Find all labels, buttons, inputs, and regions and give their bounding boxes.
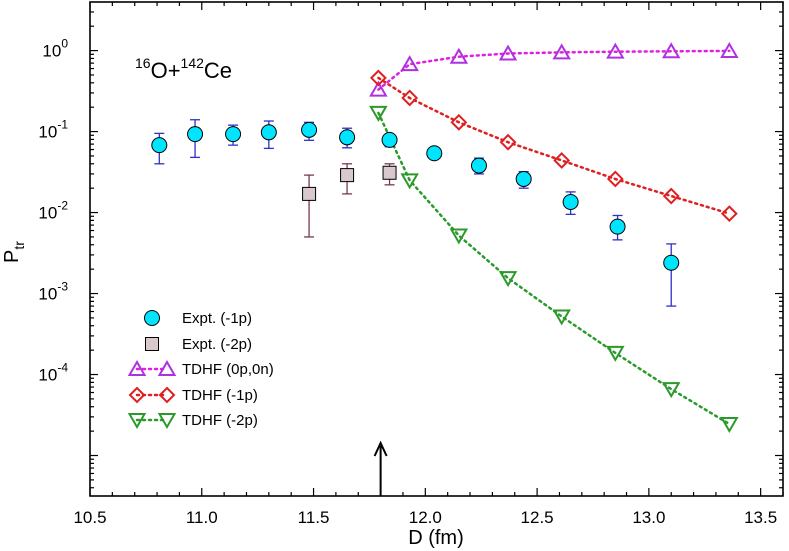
data-point <box>470 157 487 174</box>
series-line <box>377 111 731 426</box>
legend-marker <box>128 386 146 404</box>
data-point <box>499 133 517 151</box>
data-point <box>400 55 419 72</box>
data-point <box>381 131 398 148</box>
data-point <box>369 80 388 97</box>
x-tick-labels: 10.5 11.0 11.5 12.0 12.5 13.0 13.5 <box>73 508 777 527</box>
data-point <box>720 416 739 433</box>
data-point <box>562 194 579 211</box>
y-tick-base: 10 <box>38 204 57 223</box>
x-tick-label: 10.5 <box>73 508 106 527</box>
data-point <box>302 186 317 201</box>
y-tick-base: 10 <box>38 285 57 304</box>
title-symbol-a: O+ <box>151 58 181 83</box>
data-point <box>552 43 571 60</box>
legend-marker <box>127 359 147 376</box>
title-mass-a: 16 <box>135 55 151 71</box>
data-point <box>426 145 443 162</box>
series-line <box>377 49 731 91</box>
y-tick-exponent: -3 <box>57 280 68 294</box>
data-point <box>662 187 680 205</box>
legend-label: Expt. (-1p) <box>182 310 252 327</box>
data-point <box>260 124 277 141</box>
data-point <box>339 129 356 146</box>
data-point <box>661 382 681 399</box>
data-point <box>450 113 468 131</box>
data-point <box>225 126 242 143</box>
legend-marker <box>144 310 160 326</box>
data-point <box>663 254 680 271</box>
data-point <box>340 168 355 183</box>
legend-label: TDHF (-2p) <box>182 412 258 429</box>
series-line <box>377 76 731 215</box>
y-tick-exponent: -1 <box>57 118 68 132</box>
data-point <box>151 137 168 154</box>
y-tick-label: 10-3 <box>38 280 68 304</box>
arrow-head <box>373 440 388 457</box>
data-point <box>449 47 469 64</box>
data-point <box>369 105 388 122</box>
y-tick-exponent: -2 <box>57 199 68 213</box>
legend-marker <box>145 337 159 351</box>
data-point <box>606 42 625 59</box>
series-lines <box>377 49 731 426</box>
plot-frame <box>89 1 784 497</box>
data-point <box>552 309 571 326</box>
y-tick-base: 10 <box>38 366 57 385</box>
y-axis-title-main: P <box>1 250 23 263</box>
error-bars <box>154 119 677 307</box>
y-axis-title-sub: tr <box>11 241 27 250</box>
data-point <box>553 152 571 169</box>
reference-arrow <box>373 440 388 496</box>
y-tick-label: 10-1 <box>38 118 68 142</box>
x-tick-label: 12.5 <box>521 508 554 527</box>
y-tick-label: 10-2 <box>38 199 68 223</box>
data-point <box>515 170 532 187</box>
data-point <box>606 345 625 362</box>
data-point <box>382 165 397 180</box>
legend-label: TDHF (-1p) <box>182 387 258 404</box>
x-tick-label: 11.5 <box>298 508 330 527</box>
data-point <box>720 41 739 58</box>
data-point <box>609 218 626 235</box>
y-tick-base: 10 <box>42 42 61 61</box>
x-tick-label: 12.0 <box>409 508 442 527</box>
y-tick-exponent: -4 <box>57 361 68 375</box>
data-point <box>187 126 204 143</box>
series-markers <box>151 41 739 433</box>
legend-marker <box>157 413 177 430</box>
data-point <box>661 42 681 59</box>
title-symbol-b: Ce <box>204 58 232 83</box>
data-point <box>606 170 624 188</box>
data-point <box>720 205 738 223</box>
y-tick-base: 10 <box>38 123 57 142</box>
x-tick-label: 13.0 <box>632 508 665 527</box>
y-tick-label: 10-4 <box>38 361 68 385</box>
legend-marker <box>157 359 177 376</box>
y-axis-title: Ptr <box>1 241 27 263</box>
legend-marker <box>158 386 176 404</box>
legend-label: TDHF (0p,0n) <box>182 361 274 378</box>
title-mass-b: 142 <box>181 55 205 71</box>
data-point <box>498 271 518 288</box>
legend: Expt. (-1p) Expt. (-2p) TDHF (0p,0n) TDHF (… <box>127 310 274 430</box>
y-tick-exponent: 0 <box>61 37 68 51</box>
legend-label: Expt. (-2p) <box>182 336 252 353</box>
data-point <box>498 44 518 61</box>
x-tick-label: 11.0 <box>186 508 218 527</box>
x-tick-label: 13.5 <box>744 508 777 527</box>
data-point <box>401 89 419 107</box>
x-axis-title: D (fm) <box>408 527 464 549</box>
data-point <box>449 228 469 245</box>
data-point <box>301 121 318 138</box>
data-point <box>369 69 387 87</box>
data-point <box>400 173 419 190</box>
y-tick-label: 100 <box>42 37 68 61</box>
chart-title: 16O+142Ce <box>135 55 232 83</box>
axis-ticks <box>89 2 784 496</box>
legend-marker <box>127 413 147 430</box>
